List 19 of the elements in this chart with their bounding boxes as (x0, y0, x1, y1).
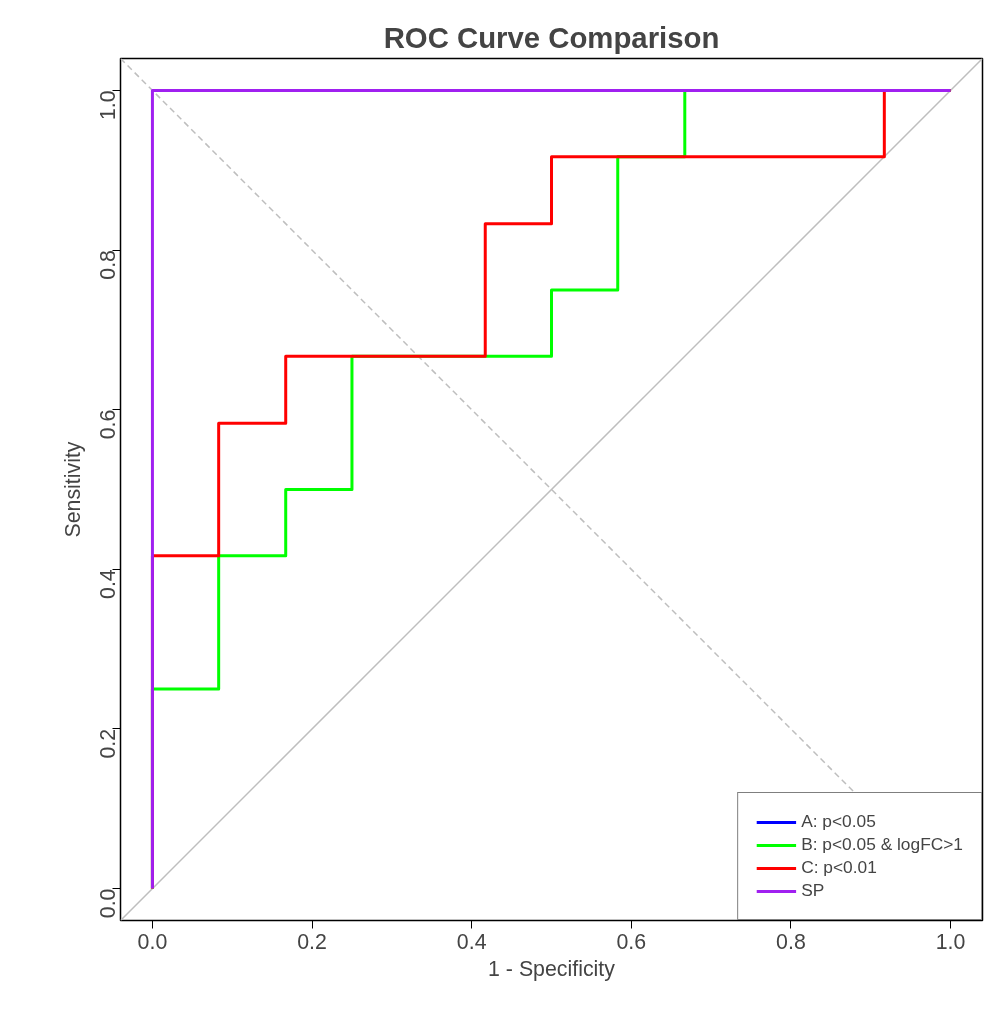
x-tick-label: 1.0 (935, 929, 966, 954)
y-axis-title: Sensitivity (60, 441, 85, 538)
legend-label: A: p<0.05 (801, 811, 876, 832)
x-tick-label: 0.2 (297, 929, 327, 954)
legend-label: C: p<0.01 (801, 857, 877, 878)
y-tick-label: 0.6 (96, 409, 120, 440)
x-axis-title: 1 - Specificity (488, 956, 616, 981)
chart-title: ROC Curve Comparison (383, 20, 720, 54)
x-tick-label: 0.8 (776, 929, 806, 954)
y-tick-label: 0.2 (96, 728, 120, 759)
y-tick-label: 1.0 (96, 90, 120, 121)
y-tick-label: 0.8 (96, 250, 120, 280)
x-tick-label: 0.0 (137, 929, 168, 954)
legend-label: SP (801, 880, 825, 901)
y-tick-label: 0.0 (96, 888, 120, 919)
x-tick-label: 0.6 (616, 929, 647, 954)
y-tick-label: 0.4 (96, 569, 120, 599)
x-tick-label: 0.4 (456, 929, 487, 954)
legend-label: B: p<0.05 & logFC>1 (801, 834, 963, 855)
